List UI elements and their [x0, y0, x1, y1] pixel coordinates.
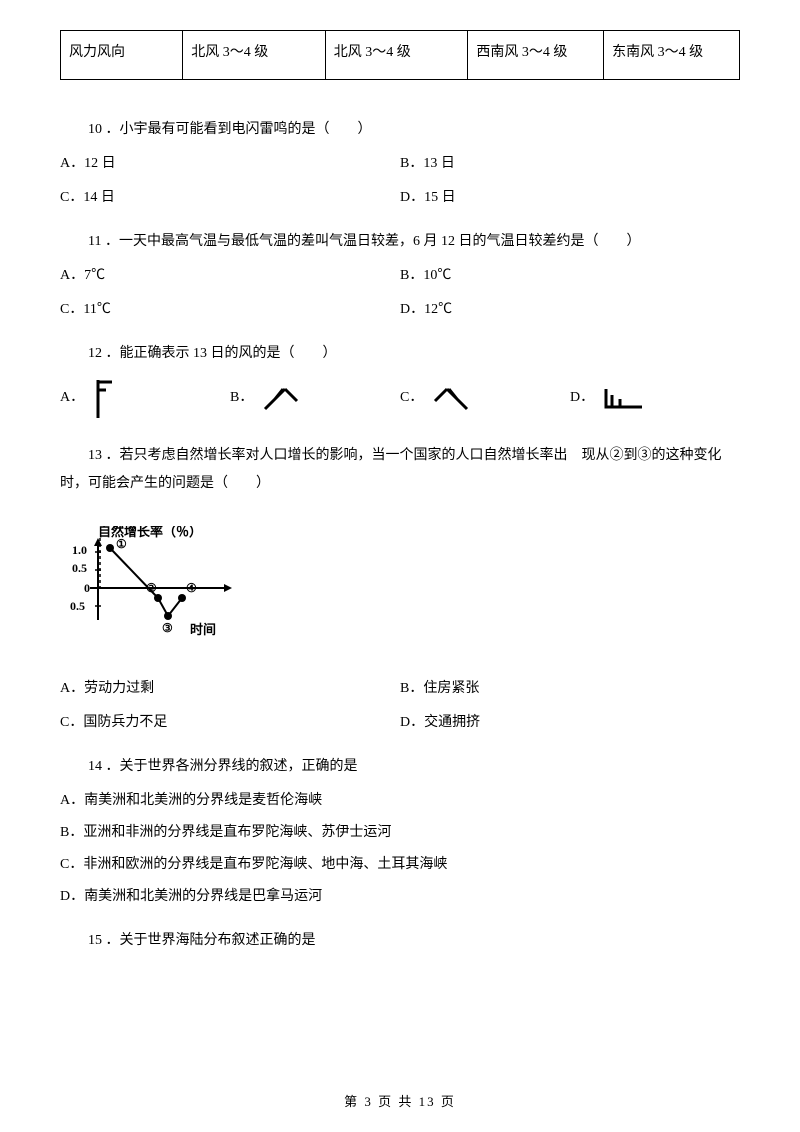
q12-opt-d: D．	[570, 385, 740, 411]
chart-y-label: 自然增长率（％）	[98, 526, 202, 539]
wind-table: 风力风向 北风 3～4 级 北风 3～4 级 西南风 3～4 级 东南风 3～4…	[60, 30, 740, 80]
wind-cell: 东南风 3～4 级	[604, 31, 740, 80]
q10-opt-b: B．13 日	[400, 152, 740, 172]
wind-symbol-a-icon	[92, 376, 116, 420]
q12-a-label: A．	[60, 386, 84, 406]
q11-opt-d: D．12℃	[400, 298, 740, 318]
pt4-label: ④	[186, 581, 197, 595]
q13-stem: 13 ．若只考虑自然增长率对人口增长的影响，当一个国家的人口自然增长率出 现从②…	[60, 442, 740, 498]
q12-stem: 12 ．能正确表示 13 日的风的是（ ）	[60, 342, 740, 362]
q12-options: A． B． C． D．	[60, 376, 740, 420]
q14-opt-a: A．南美洲和北美洲的分界线是麦哲伦海峡	[60, 789, 740, 809]
wind-cell: 北风 3～4 级	[183, 31, 326, 80]
q12-b-label: B．	[230, 386, 253, 406]
q11-opt-a: A．7℃	[60, 264, 400, 284]
q13-opt-b: B．住房紧张	[400, 677, 740, 697]
chart-x-label: 时间	[190, 622, 216, 637]
pt3-label: ③	[162, 621, 173, 635]
q12-d-label: D．	[570, 386, 594, 406]
wind-cell: 北风 3～4 级	[325, 31, 468, 80]
page-footer: 第 3 页 共 13 页	[0, 1091, 800, 1110]
ytick-neg: -0.5	[70, 599, 85, 613]
pt2-label: ②	[146, 581, 157, 595]
q10-opt-c: C．14 日	[60, 186, 400, 206]
q10-opt-a: A．12 日	[60, 152, 400, 172]
wind-cell: 西南风 3～4 级	[468, 31, 604, 80]
growth-rate-chart-icon: 自然增长率（％） 1.0 0.5 0 -0.5 ① ② ③ ④ 时间	[70, 526, 270, 656]
q13-opt-c: C．国防兵力不足	[60, 711, 400, 731]
ytick-0: 0	[84, 581, 90, 595]
q13-opt-d: D．交通拥挤	[400, 711, 740, 731]
q12-opt-a: A．	[60, 376, 230, 420]
q15-stem: 15 ．关于世界海陆分布叙述正确的是	[60, 929, 740, 949]
q11-opt-c: C．11℃	[60, 298, 400, 318]
q11-opt-b: B．10℃	[400, 264, 740, 284]
q11-options: A．7℃ B．10℃ C．11℃ D．12℃	[60, 264, 740, 318]
ytick-05: 0.5	[72, 561, 87, 575]
q13-opt-a: A．劳动力过剩	[60, 677, 400, 697]
q12-c-label: C．	[400, 386, 423, 406]
q13-options: A．劳动力过剩 B．住房紧张 C．国防兵力不足 D．交通拥挤	[60, 677, 740, 731]
q12-opt-b: B．	[230, 383, 400, 413]
wind-symbol-b-icon	[261, 383, 301, 413]
q14-opt-b: B．亚洲和非洲的分界线是直布罗陀海峡、苏伊士运河	[60, 821, 740, 841]
q12-opt-c: C．	[400, 383, 570, 413]
wind-cell: 风力风向	[61, 31, 183, 80]
wind-symbol-c-icon	[431, 383, 471, 413]
q14-stem: 14 ．关于世界各洲分界线的叙述，正确的是	[60, 755, 740, 775]
q10-options: A．12 日 B．13 日 C．14 日 D．15 日	[60, 152, 740, 206]
q11-stem: 11 ．一天中最高气温与最低气温的差叫气温日较差，6 月 12 日的气温日较差约…	[60, 230, 740, 250]
ytick-1: 1.0	[72, 543, 87, 557]
wind-symbol-d-icon	[602, 385, 646, 411]
q10-opt-d: D．15 日	[400, 186, 740, 206]
pt1-label: ①	[116, 537, 127, 551]
q10-stem: 10 ．小宇最有可能看到电闪雷鸣的是（ ）	[60, 118, 740, 138]
q14-opt-d: D．南美洲和北美洲的分界线是巴拿马运河	[60, 885, 740, 905]
q14-opt-c: C．非洲和欧洲的分界线是直布罗陀海峡、地中海、土耳其海峡	[60, 853, 740, 873]
